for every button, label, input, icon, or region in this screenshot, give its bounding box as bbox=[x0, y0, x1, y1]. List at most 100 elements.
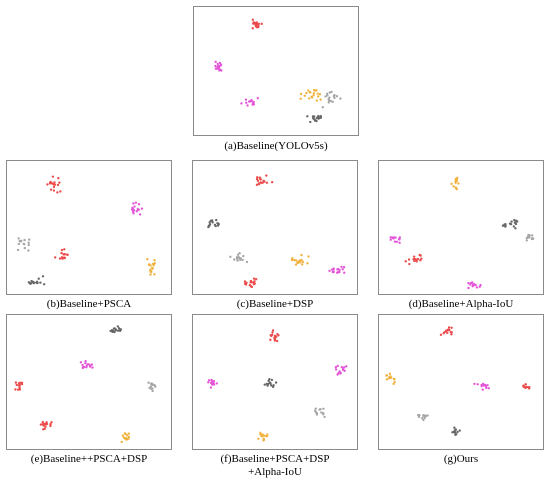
scatter-point bbox=[84, 360, 87, 363]
scatter-point bbox=[257, 437, 260, 440]
scatter-point bbox=[209, 219, 212, 222]
caption-f-line1: (f)Baseline+PSCA+DSP bbox=[220, 453, 330, 465]
scatter-point bbox=[214, 60, 217, 64]
scatter-point bbox=[393, 380, 396, 384]
scatter-point bbox=[15, 383, 18, 387]
plot-frame-b bbox=[6, 160, 172, 295]
scatter-point bbox=[245, 260, 249, 264]
scatter-plot-e bbox=[14, 325, 157, 444]
scatter-point bbox=[134, 201, 138, 204]
scatter-point bbox=[331, 270, 334, 274]
scatter-point bbox=[27, 281, 31, 284]
scatter-point bbox=[151, 387, 154, 390]
scatter-point bbox=[63, 253, 67, 256]
scatter-point bbox=[53, 183, 57, 186]
cluster-pink bbox=[467, 281, 482, 290]
scatter-point bbox=[124, 436, 128, 440]
scatter-point bbox=[311, 115, 315, 118]
scatter-point bbox=[238, 252, 241, 255]
scatter-point bbox=[481, 383, 484, 386]
scatter-point bbox=[328, 269, 331, 273]
cluster-silver bbox=[313, 407, 326, 419]
scatter-point bbox=[219, 64, 222, 67]
scatter-point bbox=[412, 255, 416, 258]
scatter-point bbox=[312, 94, 315, 97]
scatter-plot-a bbox=[214, 18, 342, 124]
cluster-red bbox=[439, 326, 453, 336]
scatter-point bbox=[132, 202, 135, 205]
scatter-point bbox=[393, 240, 397, 243]
scatter-point bbox=[528, 234, 531, 237]
scatter-point bbox=[385, 374, 388, 377]
scatter-point bbox=[137, 202, 141, 206]
scatter-point bbox=[305, 91, 308, 95]
scatter-point bbox=[127, 432, 130, 435]
scatter-point bbox=[254, 25, 258, 28]
scatter-point bbox=[404, 260, 407, 263]
scatter-point bbox=[137, 208, 140, 212]
cluster-red bbox=[522, 383, 531, 390]
cluster-red bbox=[39, 420, 53, 431]
scatter-point bbox=[331, 100, 334, 104]
scatter-point bbox=[270, 334, 273, 338]
plot-frame-c bbox=[192, 160, 358, 295]
scatter-point bbox=[45, 421, 48, 424]
scatter-point bbox=[52, 185, 56, 189]
scatter-point bbox=[454, 186, 457, 189]
scatter-point bbox=[407, 258, 411, 261]
scatter-point bbox=[387, 377, 391, 380]
scatter-point bbox=[242, 254, 245, 258]
scatter-point bbox=[149, 264, 152, 267]
scatter-point bbox=[478, 285, 481, 288]
scatter-point bbox=[487, 387, 490, 390]
scatter-point bbox=[81, 363, 84, 367]
scatter-point bbox=[219, 68, 222, 71]
cluster-pink bbox=[207, 378, 218, 389]
scatter-point bbox=[310, 96, 314, 99]
scatter-point bbox=[215, 67, 219, 70]
scatter-point bbox=[121, 434, 125, 437]
scatter-point bbox=[113, 330, 116, 334]
scatter-point bbox=[527, 236, 531, 239]
cluster-orange bbox=[257, 431, 269, 442]
scatter-point bbox=[152, 264, 155, 267]
cluster-red bbox=[255, 174, 274, 187]
scatter-point bbox=[87, 363, 90, 366]
scatter-point bbox=[132, 212, 135, 215]
scatter-point bbox=[453, 426, 456, 429]
scatter-point bbox=[57, 176, 60, 180]
scatter-point bbox=[312, 117, 315, 120]
scatter-point bbox=[140, 207, 144, 210]
scatter-point bbox=[516, 220, 519, 223]
scatter-point bbox=[153, 384, 156, 387]
scatter-point bbox=[14, 381, 18, 384]
scatter-point bbox=[16, 248, 20, 252]
plot-frame-a bbox=[193, 6, 359, 136]
scatter-point bbox=[450, 331, 453, 334]
scatter-point bbox=[259, 178, 262, 181]
scatter-point bbox=[398, 238, 401, 241]
scatter-point bbox=[33, 281, 36, 284]
scatter-point bbox=[341, 268, 344, 271]
scatter-point bbox=[453, 431, 457, 434]
scatter-point bbox=[275, 335, 278, 338]
scatter-point bbox=[39, 423, 43, 426]
scatter-point bbox=[249, 279, 253, 283]
scatter-point bbox=[481, 388, 484, 391]
scatter-point bbox=[456, 176, 459, 180]
scatter-point bbox=[327, 99, 331, 102]
scatter-point bbox=[341, 368, 345, 371]
scatter-point bbox=[473, 382, 476, 386]
scatter-point bbox=[424, 414, 427, 417]
scatter-point bbox=[389, 238, 392, 241]
scatter-point bbox=[148, 386, 151, 389]
scatter-point bbox=[294, 263, 298, 266]
scatter-point bbox=[457, 182, 460, 185]
scatter-point bbox=[454, 179, 457, 183]
scatter-point bbox=[336, 364, 339, 368]
scatter-point bbox=[27, 243, 30, 247]
scatter-point bbox=[236, 259, 239, 262]
scatter-point bbox=[390, 376, 393, 380]
scatter-point bbox=[456, 430, 459, 434]
scatter-point bbox=[443, 330, 446, 334]
